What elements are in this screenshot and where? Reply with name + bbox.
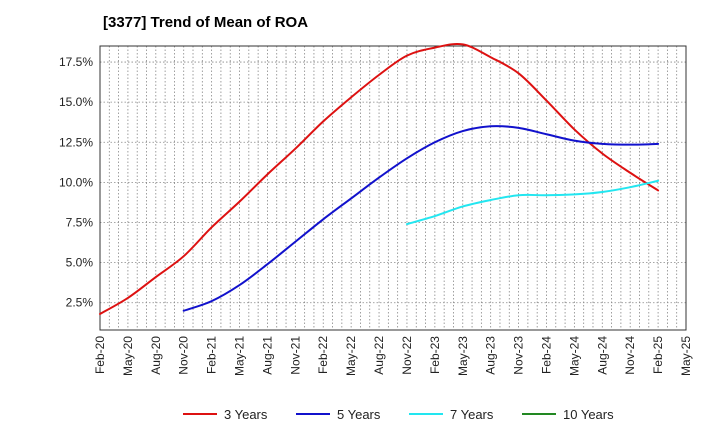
x-tick-label: Aug-24 <box>595 336 609 375</box>
x-tick-label: Nov-22 <box>400 336 414 375</box>
x-tick-label: Feb-23 <box>428 336 442 374</box>
x-tick-label: Aug-23 <box>484 336 498 375</box>
x-tick-label: May-24 <box>567 336 581 376</box>
x-tick-label: May-20 <box>121 336 135 376</box>
x-tick-label: Feb-22 <box>316 336 330 374</box>
series-line-7-years <box>405 179 660 226</box>
y-tick-label: 15.0% <box>59 95 93 109</box>
series-line-5-years <box>182 125 660 312</box>
series-lines <box>99 42 660 315</box>
x-axis: Feb-20 May-20 Aug-20 Nov-20 Feb-21 May-21 Aug-… <box>93 336 693 376</box>
y-tick-label: 7.5% <box>66 215 94 229</box>
y-axis: 2.5% 5.0% 7.5% 10.0% 12.5% 15.0% 17.5% <box>59 55 93 310</box>
x-tick-label: Nov-21 <box>288 336 302 375</box>
x-tick-label: Feb-21 <box>205 336 219 374</box>
y-tick-label: 2.5% <box>66 296 94 310</box>
x-tick-label: May-23 <box>456 336 470 376</box>
chart-title: [3377] Trend of Mean of ROA <box>103 14 309 31</box>
plot-area-frame <box>99 45 687 331</box>
y-tick-label: 10.0% <box>59 175 93 189</box>
x-tick-label: Feb-24 <box>539 336 553 374</box>
grid <box>100 46 686 330</box>
x-tick-label: Aug-22 <box>372 336 386 375</box>
x-tick-label: Nov-24 <box>623 336 637 375</box>
x-tick-label: Aug-21 <box>260 336 274 375</box>
legend: 3 Years 5 Years 7 Years 10 Years <box>183 407 614 422</box>
legend-label-5-years: 5 Years <box>337 407 381 422</box>
legend-label-3-years: 3 Years <box>224 407 268 422</box>
legend-label-7-years: 7 Years <box>450 407 494 422</box>
x-tick-label: May-21 <box>233 336 247 376</box>
x-tick-label: Aug-20 <box>149 336 163 375</box>
x-tick-label: May-25 <box>679 336 693 376</box>
y-tick-label: 5.0% <box>66 256 94 270</box>
series-line-3-years <box>99 42 660 315</box>
x-tick-label: Feb-20 <box>93 336 107 374</box>
x-tick-label: May-22 <box>344 336 358 376</box>
x-tick-label: Nov-20 <box>177 336 191 375</box>
legend-label-10-years: 10 Years <box>563 407 614 422</box>
x-tick-label: Feb-25 <box>651 336 665 374</box>
y-tick-label: 17.5% <box>59 55 93 69</box>
x-tick-label: Nov-23 <box>512 336 526 375</box>
y-tick-label: 12.5% <box>59 135 93 149</box>
